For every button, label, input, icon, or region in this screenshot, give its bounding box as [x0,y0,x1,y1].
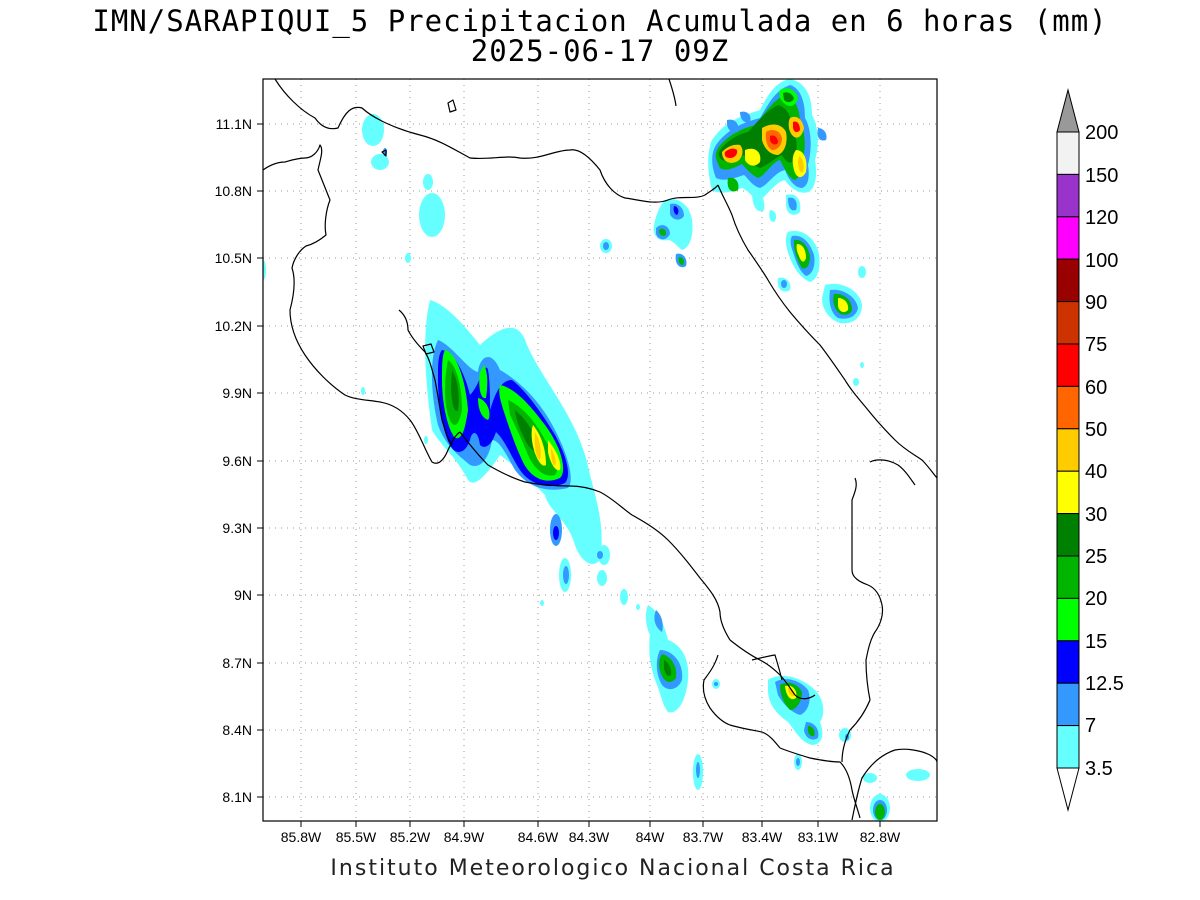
colorbar-label: 3.5 [1085,758,1113,780]
lat-tick-label: 8.4N [222,722,252,738]
colorbar-swatch [1056,640,1080,684]
colorbar-label: 50 [1085,419,1107,441]
colorbar-swatch [1056,216,1080,260]
colorbar-swatch [1056,682,1080,727]
lat-tick-label: 9.9N [222,385,252,401]
colorbar [1056,88,1080,812]
colorbar-swatch [1056,258,1080,303]
lon-tick-label: 85.8W [281,829,322,845]
colorbar-label: 7 [1085,715,1096,737]
lon-tick-labels: 85.8W 85.5W 85.2W 84.9W 84.6W 84.3W 84W … [281,829,901,845]
lat-tick-labels: 11.1N 10.8N 10.5N 10.2N 9.9N 9.6N 9.3N 9… [215,116,252,805]
map-title: IMN/SARAPIQUI_5 Precipitacion Acumulada … [92,4,1108,38]
lon-tick-label: 83.7W [683,829,724,845]
lat-tick-label: 10.5N [215,250,252,266]
lat-tick-label: 9.6N [222,453,252,469]
colorbar-swatch [1056,131,1080,175]
lon-tick-label: 84.9W [444,829,485,845]
colorbar-under-triangle [1056,767,1080,812]
colorbar-swatch [1056,301,1080,345]
colorbar-swatch [1056,555,1080,599]
colorbar-label: 30 [1085,504,1107,526]
colorbar-label: 90 [1085,292,1107,314]
colorbar-label: 120 [1085,207,1118,229]
axis-ticks [257,123,881,827]
footer-credit: Instituto Meteorologico Nacional Costa R… [330,856,896,881]
colorbar-swatch [1056,513,1080,557]
colorbar-labels: 200 150 120 100 90 75 60 50 40 30 25 20 … [1085,122,1124,780]
colorbar-label: 15 [1085,631,1107,653]
colorbar-swatch [1056,428,1080,472]
colorbar-swatch [1056,470,1080,515]
lon-tick-label: 84.3W [569,829,610,845]
lon-tick-label: 83.1W [798,829,839,845]
lon-tick-label: 85.5W [336,829,377,845]
colorbar-swatch [1056,597,1080,642]
colorbar-swatch [1056,385,1080,430]
lat-tick-label: 10.2N [215,318,252,334]
colorbar-label: 20 [1085,588,1107,610]
map-area[interactable] [263,79,937,821]
lon-tick-label: 85.2W [390,829,431,845]
colorbar-label: 100 [1085,250,1118,272]
map-date: 2025-06-17 09Z [470,34,730,68]
lon-tick-label: 83.4W [742,829,783,845]
colorbar-label: 60 [1085,377,1107,399]
precip-field [263,79,930,821]
colorbar-swatch [1056,725,1080,769]
lon-tick-label: 84W [636,829,666,845]
colorbar-label: 12.5 [1085,673,1124,695]
lat-tick-label: 9.3N [222,520,252,536]
lat-tick-label: 9N [234,587,252,603]
lat-tick-label: 10.8N [215,183,252,199]
colorbar-label: 40 [1085,461,1107,483]
lon-tick-label: 84.6W [518,829,559,845]
lat-tick-label: 8.7N [222,655,252,671]
colorbar-label: 200 [1085,122,1118,144]
colorbar-label: 150 [1085,165,1118,187]
colorbar-label: 25 [1085,546,1107,568]
lon-tick-label: 82.8W [860,829,901,845]
colorbar-over-triangle [1056,88,1080,133]
lat-tick-label: 11.1N [216,116,252,132]
colorbar-swatch [1056,173,1080,218]
colorbar-label: 75 [1085,334,1107,356]
colorbar-swatch [1056,343,1080,387]
coastlines [263,79,937,821]
lat-tick-label: 8.1N [222,789,252,805]
